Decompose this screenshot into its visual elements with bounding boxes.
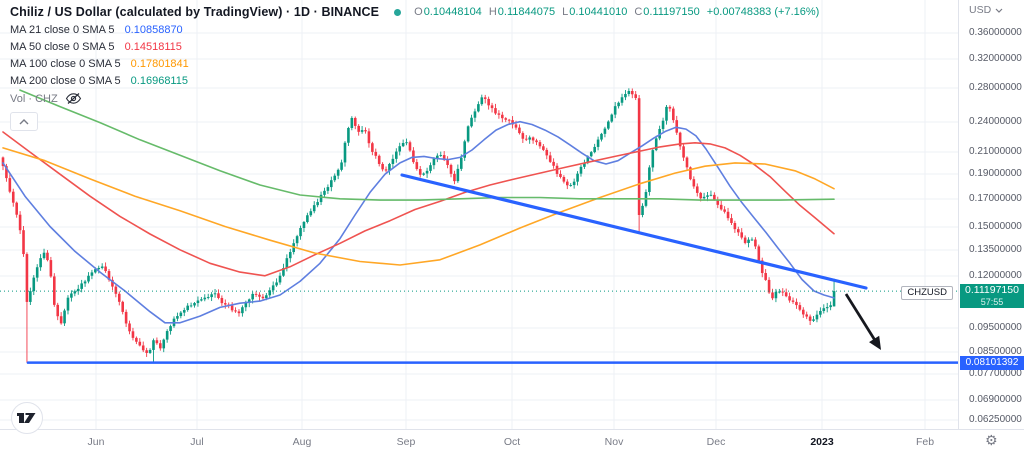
low-value: 0.10441010 — [569, 6, 628, 18]
price-axis-label: 0.32000000 — [969, 53, 1022, 64]
time-axis-label: Dec — [706, 436, 726, 448]
change-value: +0.00748383 (+7.16%) — [706, 6, 820, 18]
close-label: C — [634, 6, 643, 18]
price-axis-label: 0.17000000 — [969, 193, 1022, 204]
volume-label: Vol · CHZ — [10, 92, 58, 105]
time-axis-label: 2023 — [810, 436, 834, 448]
price-axis-label: 0.24000000 — [969, 116, 1022, 127]
visibility-off-icon[interactable] — [65, 92, 82, 105]
indicator-label: MA 200 close 0 SMA 5 — [10, 74, 121, 87]
time-axis-label: Feb — [915, 436, 935, 448]
close-value: 0.11197150 — [643, 6, 700, 18]
symbol-title[interactable]: Chiliz / US Dollar (calculated by Tradin… — [10, 5, 380, 19]
tradingview-logo[interactable] — [10, 401, 44, 435]
chevron-down-icon — [995, 8, 1003, 13]
chart-legend: Chiliz / US Dollar (calculated by Tradin… — [10, 5, 819, 131]
chevron-up-icon — [19, 118, 29, 124]
price-axis-label: 0.21000000 — [969, 146, 1022, 157]
indicator-row[interactable]: MA 21 close 0 SMA 5 0.10858870 — [10, 24, 819, 37]
market-status-dot — [394, 8, 402, 16]
indicator-row[interactable]: MA 200 close 0 SMA 5 0.16968115 — [10, 75, 819, 88]
price-axis-label: 0.13500000 — [969, 244, 1022, 255]
time-axis-label: Jun — [87, 436, 105, 448]
open-value: 0.10448104 — [423, 6, 482, 18]
symbol-axis-chip: CHZUSD — [901, 286, 953, 300]
price-axis-label: 0.06250000 — [969, 414, 1022, 425]
support-price-badge: 0.08101392 — [960, 356, 1024, 370]
price-axis-label: 0.06900000 — [969, 394, 1022, 405]
indicator-value: 0.14518115 — [124, 40, 182, 53]
time-axis-label: Jul — [190, 436, 204, 448]
indicator-row[interactable]: MA 50 close 0 SMA 5 0.14518115 — [10, 41, 819, 54]
price-chart[interactable] — [0, 0, 958, 429]
price-axis-label: 0.07700000 — [969, 368, 1022, 379]
price-axis-label: 0.15000000 — [969, 221, 1022, 232]
last-price-value: 0.11197150 — [965, 284, 1019, 296]
last-price-badge: 0.11197150 57:55 — [960, 284, 1024, 308]
indicator-label: MA 100 close 0 SMA 5 — [10, 57, 121, 70]
bar-countdown: 57:55 — [980, 297, 1004, 307]
price-axis-label: 0.12000000 — [969, 270, 1022, 281]
currency-dropdown[interactable]: USD — [969, 4, 1003, 16]
volume-indicator-row[interactable]: Vol · CHZ — [10, 92, 819, 105]
open-label: O — [414, 6, 423, 18]
indicator-value: 0.10858870 — [124, 23, 183, 36]
symbol-title-row[interactable]: Chiliz / US Dollar (calculated by Tradin… — [10, 5, 819, 19]
indicator-value: 0.16968115 — [130, 74, 188, 87]
ohlc-readout: O0.10448104 H0.11844075 L0.10441010 C0.1… — [414, 6, 819, 18]
time-axis-label: Nov — [604, 436, 624, 448]
low-label: L — [562, 6, 569, 18]
support-price-value: 0.08101392 — [965, 357, 1019, 368]
time-axis-label: Sep — [396, 436, 416, 448]
settings-gear-icon[interactable]: ⚙ — [985, 433, 998, 449]
indicator-row[interactable]: MA 100 close 0 SMA 5 0.17801841 — [10, 58, 819, 71]
high-value: 0.11844075 — [497, 6, 556, 18]
price-axis-label: 0.08500000 — [969, 346, 1022, 357]
indicator-label: MA 21 close 0 SMA 5 — [10, 23, 115, 36]
time-axis-label: Oct — [503, 436, 521, 448]
time-axis-label: Aug — [292, 436, 312, 448]
currency-label: USD — [969, 4, 992, 16]
price-axis-label: 0.28000000 — [969, 82, 1022, 93]
time-axis[interactable]: Jun Jul Aug Sep Oct Nov Dec 2023 Feb ⚙ — [0, 429, 1024, 456]
price-axis-label: 0.36000000 — [969, 27, 1022, 38]
price-axis-label: 0.19000000 — [969, 168, 1022, 179]
indicator-label: MA 50 close 0 SMA 5 — [10, 40, 115, 53]
legend-collapse-button[interactable] — [10, 112, 38, 131]
price-axis-label: 0.09500000 — [969, 322, 1022, 333]
high-label: H — [488, 6, 497, 18]
indicator-value: 0.17801841 — [130, 57, 189, 70]
indicator-legend: MA 21 close 0 SMA 5 0.10858870 MA 50 close… — [10, 24, 819, 88]
price-axis[interactable]: USD 0.36000000 0.32000000 0.28000000 0.2400… — [958, 0, 1024, 429]
